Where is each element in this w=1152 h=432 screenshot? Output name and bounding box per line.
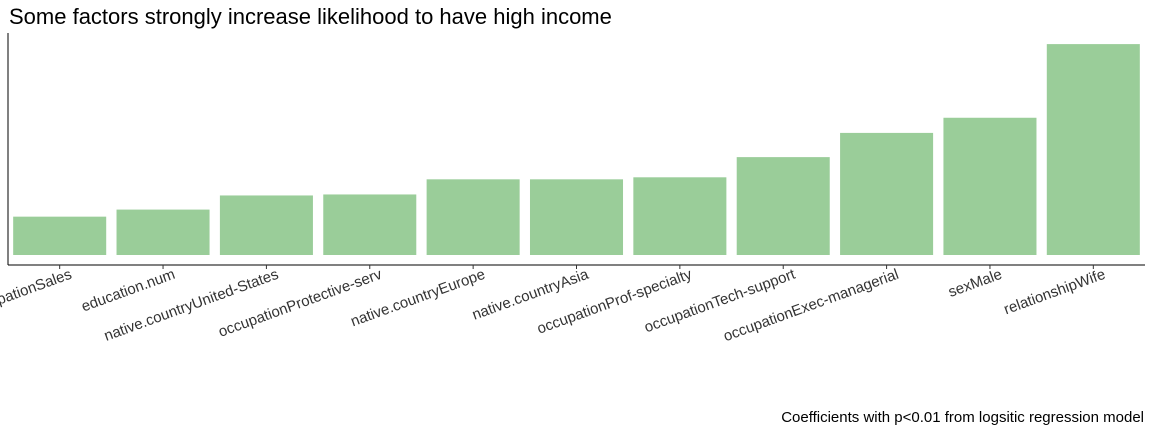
bar-occupationSales <box>13 216 107 255</box>
x-tick-labels-group: occupationSales education.numnative.count… <box>0 265 1108 345</box>
bar-native.countryEurope <box>426 179 520 255</box>
x-tick-label: sexMale <box>946 266 1004 301</box>
bars-group <box>13 44 1140 255</box>
bar-occupationTech-support <box>736 157 830 255</box>
bar-native.countryAsia <box>529 179 624 255</box>
chart-title: Some factors strongly increase likelihoo… <box>9 4 612 29</box>
x-tick-label: relationshipWife <box>1002 266 1108 318</box>
bar-native.countryUnited-States <box>219 195 313 255</box>
x-tick-label: occupationExec-managerial <box>721 266 901 345</box>
bar-education.num <box>116 209 210 255</box>
x-tick-label: occupationSales <box>0 266 74 320</box>
chart-caption: Coefficients with p<0.01 from logsitic r… <box>781 409 1144 426</box>
x-tick-label: native.countryUnited-States <box>102 266 281 345</box>
x-tick-label: occupationProtective-serv <box>216 266 384 341</box>
bar-sexMale <box>943 117 1037 255</box>
bar-occupationProf-specialty <box>633 177 727 255</box>
bar-relationshipWife <box>1046 44 1140 255</box>
bar-occupationProtective-serv <box>323 194 417 255</box>
bar-occupationExec-managerial <box>840 132 934 255</box>
